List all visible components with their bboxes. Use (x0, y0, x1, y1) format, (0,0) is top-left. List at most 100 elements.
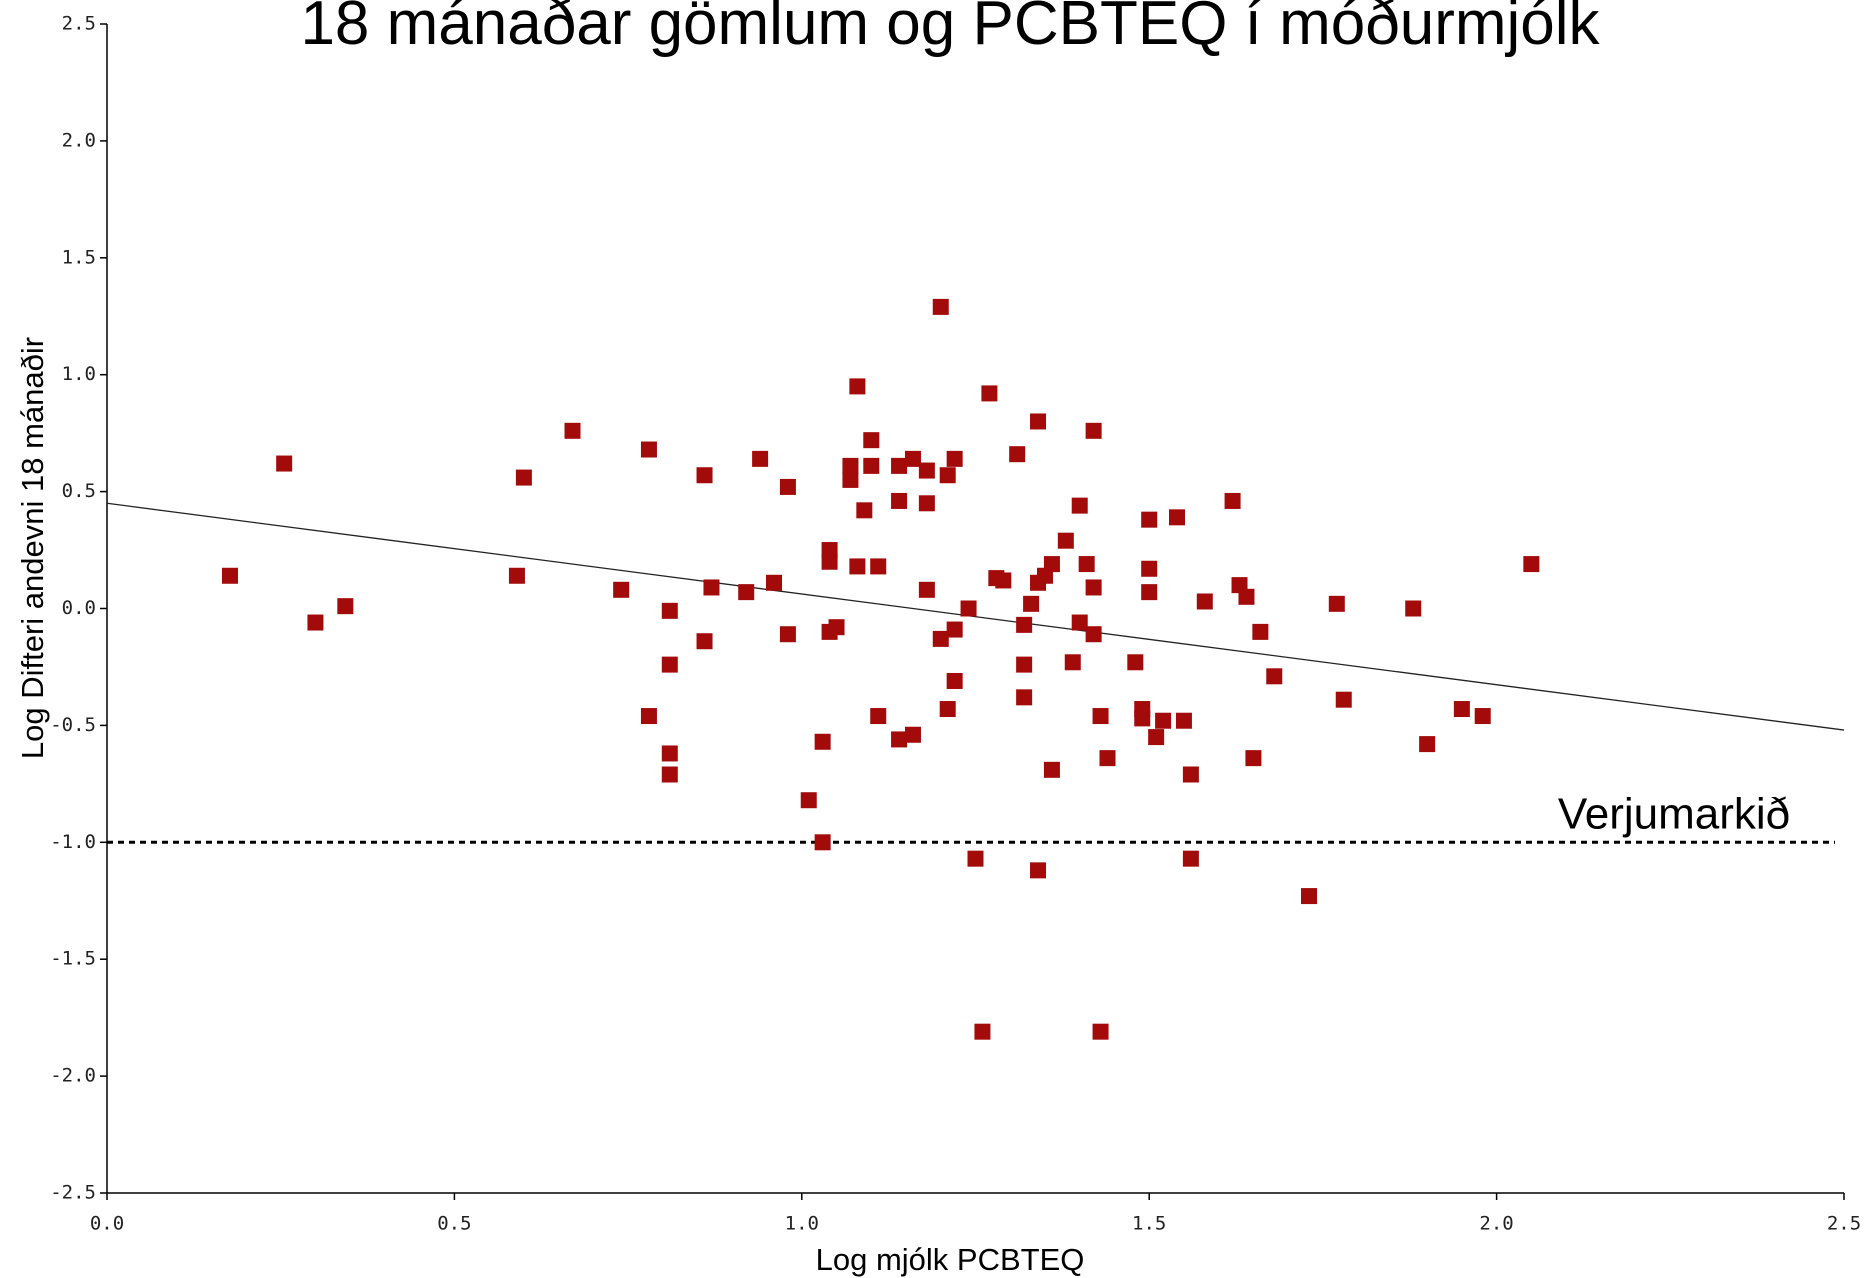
scatter-point (1127, 654, 1144, 671)
scatter-point (960, 600, 977, 617)
scatter-point (814, 834, 831, 851)
scatter-point (932, 298, 949, 315)
scatter-point (1252, 623, 1269, 640)
scatter-point (870, 708, 887, 725)
scatter-point (1134, 710, 1151, 727)
scatter-point (918, 495, 935, 512)
scatter-point (766, 574, 783, 591)
scatter-point (821, 553, 838, 570)
scatter-point (1092, 1023, 1109, 1040)
y-tick-label: -2.5 (50, 1182, 96, 1204)
scatter-point (842, 471, 859, 488)
scatter-point (870, 558, 887, 575)
scatter-point (640, 441, 657, 458)
x-tick-label: 1.0 (785, 1213, 819, 1235)
y-tick-label: 0.0 (62, 597, 96, 619)
scatter-point (1328, 595, 1345, 612)
scatter-point (849, 558, 866, 575)
y-tick-label: -1.5 (50, 948, 96, 970)
scatter-point (661, 656, 678, 673)
scatter-point (1016, 656, 1033, 673)
y-tick-label: 1.0 (62, 363, 96, 385)
scatter-point (515, 469, 532, 486)
scatter-point (779, 626, 796, 643)
scatter-point (661, 602, 678, 619)
scatter-point (1155, 712, 1172, 729)
scatter-point (1182, 766, 1199, 783)
y-tick-label: 2.5 (62, 13, 96, 35)
scatter-point (891, 457, 908, 474)
scatter-point (939, 467, 956, 484)
scatter-point (1030, 862, 1047, 879)
scatter-point (564, 422, 581, 439)
y-tick-label: 2.0 (62, 129, 96, 151)
scatter-point (1071, 614, 1088, 631)
scatter-point (779, 478, 796, 495)
scatter-point (842, 457, 859, 474)
scatter-point (1196, 593, 1213, 610)
scatter-point (828, 619, 845, 636)
scatter-point (1016, 689, 1033, 706)
scatter-point (1245, 750, 1262, 767)
scatter-point (1085, 422, 1102, 439)
y-tick-label: -0.5 (50, 714, 96, 736)
scatter-point (856, 502, 873, 519)
x-tick-label: 0.0 (90, 1213, 124, 1235)
scatter-point (1141, 560, 1158, 577)
scatter-point (752, 450, 769, 467)
scatter-point (967, 850, 984, 867)
scatter-point (1141, 584, 1158, 601)
scatter-point (1043, 761, 1060, 778)
scatter-point (800, 792, 817, 809)
scatter-point (904, 450, 921, 467)
scatter-point (661, 745, 678, 762)
x-axis-label: Log mjólk PCBTEQ (816, 1242, 1085, 1277)
scatter-point (1078, 556, 1095, 573)
y-tick-label: 0.5 (62, 480, 96, 502)
x-tick-label: 2.5 (1827, 1213, 1861, 1235)
scatter-point (1043, 556, 1060, 573)
scatter-point (981, 385, 998, 402)
scatter-point (1064, 654, 1081, 671)
scatter-point (1099, 750, 1116, 767)
scatter-point (946, 450, 963, 467)
y-tick-label: -1.0 (50, 831, 96, 853)
scatter-point (508, 567, 525, 584)
y-axis-label: Log Difteri andevni 18 mánaðir (15, 337, 50, 759)
y-tick-label: 1.5 (62, 246, 96, 268)
scatter-point (1016, 616, 1033, 633)
scatter-point (891, 731, 908, 748)
scatter-point (1141, 511, 1158, 528)
scatter-point (904, 726, 921, 743)
scatter-point (703, 579, 720, 596)
scatter-point (1474, 708, 1491, 725)
chart-title: 18 mánaðar gömlum og PCBTEQ í móðurmjólk (300, 0, 1600, 58)
scatter-point (307, 614, 324, 631)
y-tick-label: -2.0 (50, 1065, 96, 1087)
scatter-point (1453, 701, 1470, 718)
scatter-point (1266, 668, 1283, 685)
scatter-point (974, 1023, 991, 1040)
scatter-point (814, 733, 831, 750)
scatter-point (1335, 691, 1352, 708)
scatter-point (918, 581, 935, 598)
scatter-point (337, 598, 354, 615)
scatter-point (1030, 413, 1047, 430)
scatter-point (1085, 626, 1102, 643)
scatter-point (939, 701, 956, 718)
scatter-point (1182, 850, 1199, 867)
scatter-point (696, 467, 713, 484)
reference-label: Verjumarkið (1558, 789, 1790, 838)
scatter-point (849, 378, 866, 395)
scatter-point (1301, 888, 1318, 905)
x-tick-label: 1.5 (1132, 1213, 1166, 1235)
scatter-point (1175, 712, 1192, 729)
scatter-point (221, 567, 238, 584)
scatter-point (1405, 600, 1422, 617)
scatter-point (1085, 579, 1102, 596)
scatter-point (1023, 595, 1040, 612)
scatter-point (863, 457, 880, 474)
scatter-point (276, 455, 293, 472)
scatter-point (1009, 446, 1026, 463)
scatter-point (1168, 509, 1185, 526)
